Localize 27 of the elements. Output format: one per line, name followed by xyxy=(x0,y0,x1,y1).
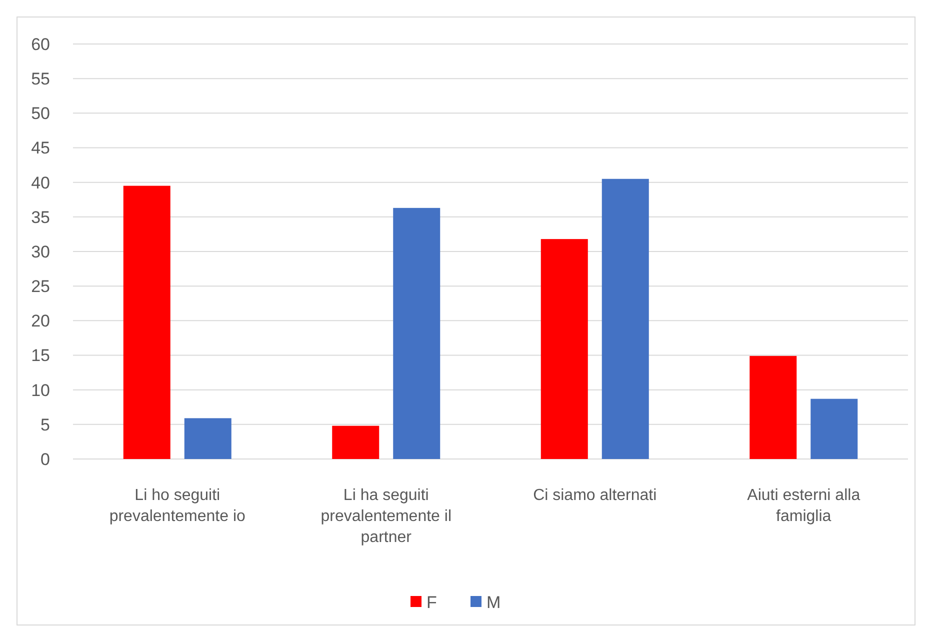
y-tick-label: 15 xyxy=(31,346,50,366)
y-tick-label: 55 xyxy=(31,70,50,89)
y-tick-label: 30 xyxy=(31,242,50,262)
bar xyxy=(393,208,440,459)
x-tick-label: Li ho seguiti prevalentemente io xyxy=(109,487,246,525)
bar xyxy=(540,239,588,459)
y-tick-label: 5 xyxy=(40,415,50,434)
bar xyxy=(184,418,232,459)
legend-label: M xyxy=(486,592,501,612)
bar xyxy=(123,186,170,459)
y-tick-label: 40 xyxy=(31,173,50,192)
y-tick-label: 60 xyxy=(31,34,50,54)
y-tick-label: 25 xyxy=(31,277,50,296)
bar xyxy=(602,178,649,459)
x-tick-label: Aiuti esterni alla famiglia xyxy=(747,487,860,525)
legend-label: F xyxy=(426,592,437,612)
y-tick-label: 0 xyxy=(40,450,50,469)
y-tick-label: 10 xyxy=(31,380,50,400)
bar xyxy=(810,398,858,459)
y-tick-label: 45 xyxy=(31,138,50,158)
bar xyxy=(750,356,797,459)
bar xyxy=(332,426,380,459)
y-tick-label: 20 xyxy=(31,312,50,331)
y-tick-label: 35 xyxy=(31,208,50,227)
y-tick-label: 50 xyxy=(31,104,50,124)
x-tick-label: Ci siamo alternati xyxy=(533,487,657,504)
x-tick-label: Li ha seguiti prevalentemente il partner xyxy=(320,487,452,546)
